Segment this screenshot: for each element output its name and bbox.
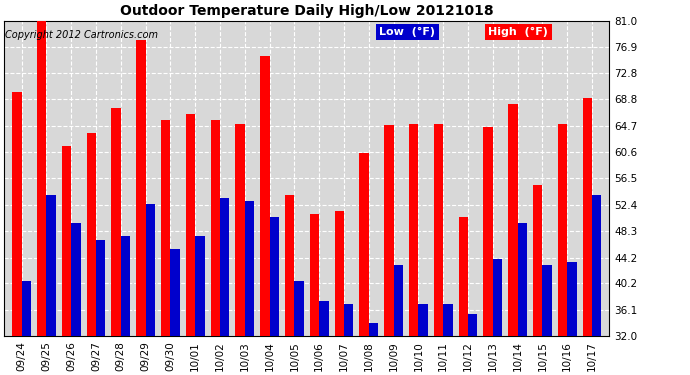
Bar — [310, 214, 319, 336]
Bar — [195, 236, 205, 336]
Bar — [434, 124, 443, 336]
Bar — [260, 56, 270, 336]
Bar — [459, 217, 468, 336]
Bar — [592, 195, 602, 336]
Bar — [235, 124, 245, 336]
Bar — [220, 198, 229, 336]
Bar — [418, 304, 428, 336]
Title: Outdoor Temperature Daily High/Low 20121018: Outdoor Temperature Daily High/Low 20121… — [120, 4, 493, 18]
Bar — [285, 195, 295, 336]
Bar — [161, 120, 170, 336]
Text: Low  (°F): Low (°F) — [380, 27, 435, 37]
Bar — [21, 281, 31, 336]
Bar — [582, 98, 592, 336]
Bar — [295, 281, 304, 336]
Bar — [146, 204, 155, 336]
Bar — [518, 224, 527, 336]
Bar — [384, 125, 393, 336]
Bar — [37, 21, 46, 336]
Bar — [210, 120, 220, 336]
Bar — [558, 124, 567, 336]
Bar — [270, 217, 279, 336]
Bar — [493, 259, 502, 336]
Bar — [121, 236, 130, 336]
Bar — [61, 146, 71, 336]
Bar — [468, 314, 477, 336]
Bar — [319, 301, 328, 336]
Bar — [186, 114, 195, 336]
Bar — [46, 195, 56, 336]
Bar — [344, 304, 353, 336]
Bar — [335, 211, 344, 336]
Bar — [542, 265, 552, 336]
Bar — [170, 249, 180, 336]
Bar — [409, 124, 418, 336]
Bar — [443, 304, 453, 336]
Bar — [111, 108, 121, 336]
Text: Copyright 2012 Cartronics.com: Copyright 2012 Cartronics.com — [6, 30, 159, 40]
Bar — [533, 185, 542, 336]
Bar — [12, 92, 21, 336]
Bar — [509, 104, 518, 336]
Bar — [567, 262, 577, 336]
Bar — [71, 224, 81, 336]
Bar — [393, 265, 403, 336]
Bar — [96, 240, 106, 336]
Bar — [359, 153, 369, 336]
Bar — [86, 134, 96, 336]
Bar — [484, 127, 493, 336]
Text: High  (°F): High (°F) — [489, 27, 549, 37]
Bar — [245, 201, 254, 336]
Bar — [369, 323, 378, 336]
Bar — [136, 40, 146, 336]
